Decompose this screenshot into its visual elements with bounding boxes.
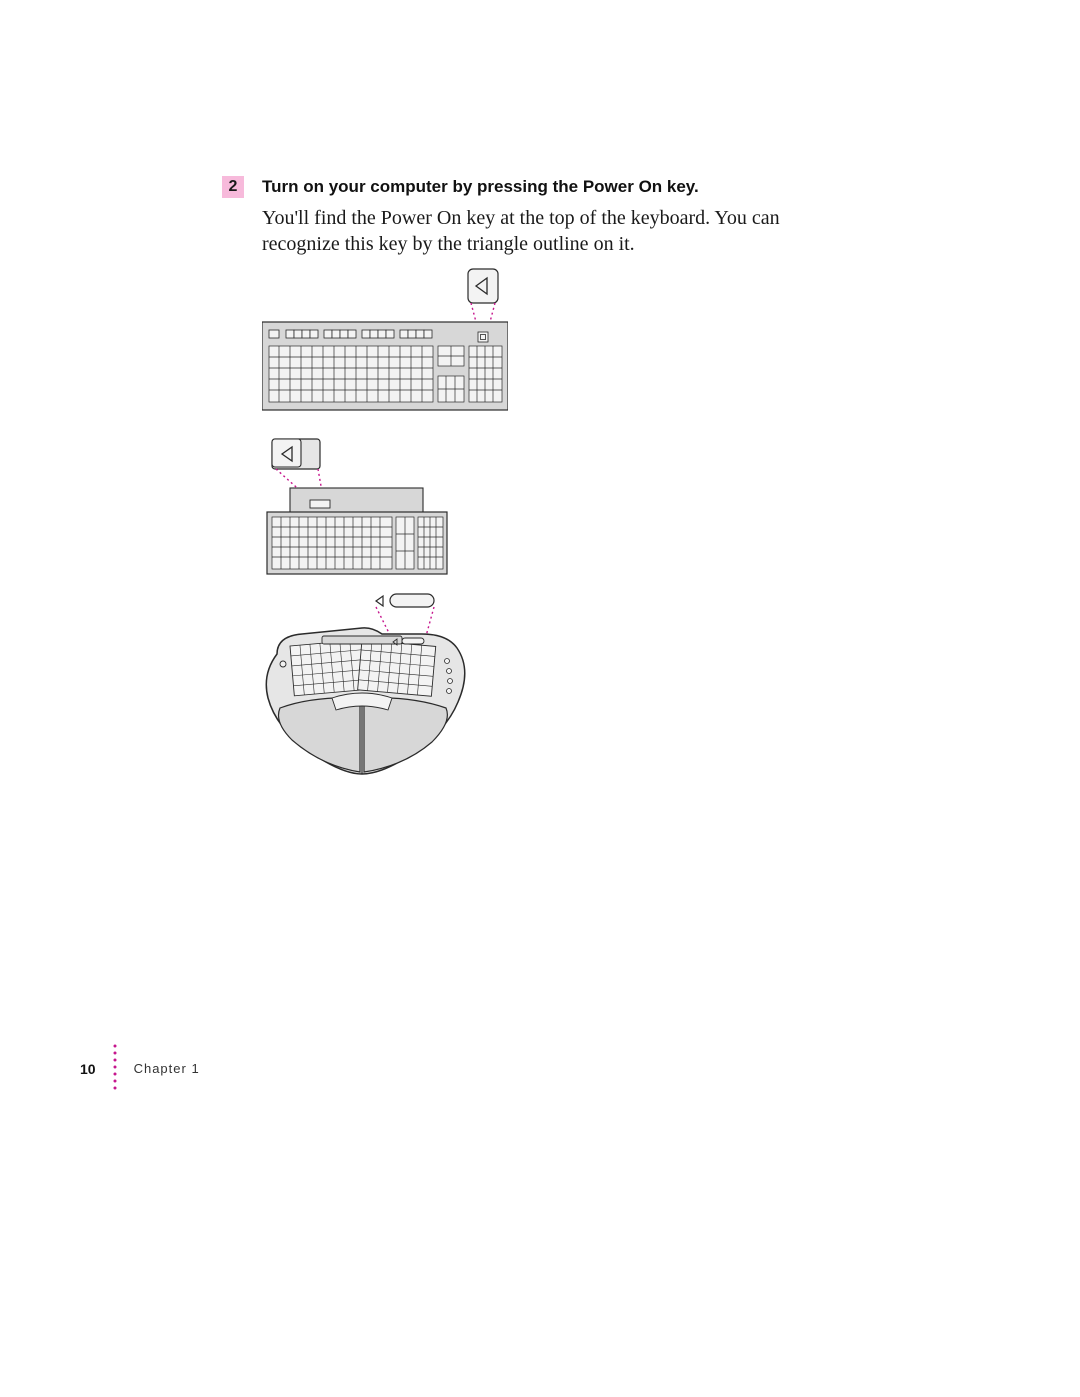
callout-key-3 [376, 594, 434, 607]
keyboard-1 [262, 322, 508, 410]
page-footer: 10 Chapter 1 [80, 1062, 380, 1092]
step-body-text: You'll find the Power On key at the top … [262, 205, 822, 257]
step-title: Turn on your computer by pressing the Po… [262, 176, 699, 198]
chapter-label: Chapter 1 [134, 1062, 200, 1076]
keyboard-diagrams [262, 266, 508, 781]
keyboard-2 [267, 488, 447, 574]
keyboard-3 [266, 628, 464, 774]
keyboard-illustrations [262, 266, 508, 776]
footer-dots [110, 1040, 120, 1105]
manual-page: 2 Turn on your computer by pressing the … [0, 0, 1080, 1397]
callout-key-1 [468, 269, 498, 303]
callout-key-2 [272, 439, 320, 469]
step-number-badge: 2 [222, 176, 244, 198]
step-heading: 2 Turn on your computer by pressing the … [222, 176, 699, 198]
page-number: 10 [80, 1062, 96, 1076]
